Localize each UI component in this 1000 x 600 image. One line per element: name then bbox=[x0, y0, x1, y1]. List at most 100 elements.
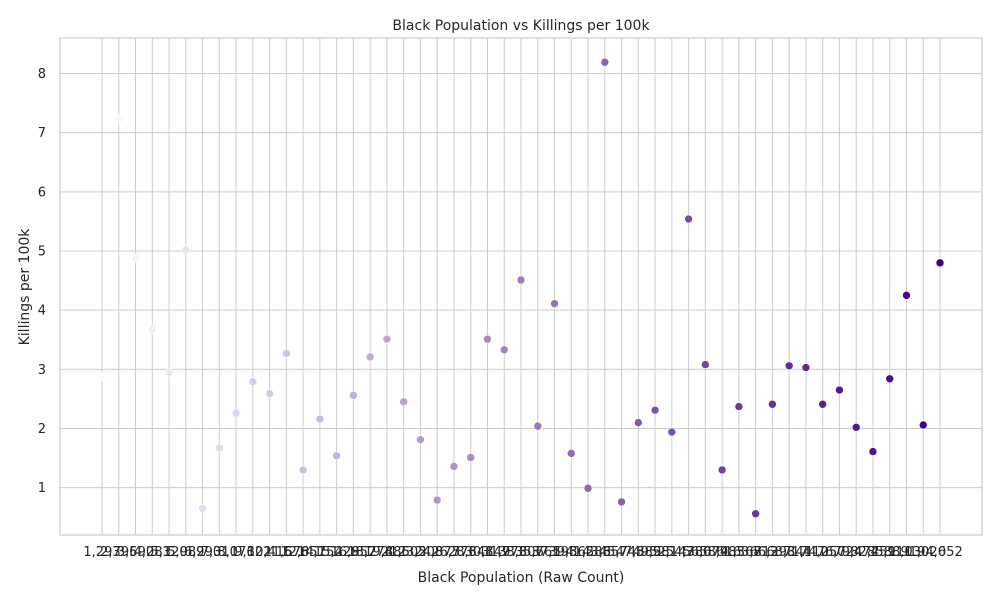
x-tick-label: 43,657 bbox=[582, 545, 628, 560]
x-tick-label: 12,857 bbox=[280, 545, 326, 560]
x-tick-label: 33,807 bbox=[498, 545, 544, 560]
data-point bbox=[617, 497, 626, 507]
y-tick-labels: 1 2 3 4 5 6 7 8 bbox=[38, 67, 46, 496]
data-point bbox=[349, 391, 358, 400]
data-point bbox=[432, 495, 442, 505]
data-point bbox=[399, 397, 408, 407]
data-point bbox=[600, 57, 610, 67]
x-tick-label: 18,274 bbox=[347, 545, 393, 560]
x-tick-label: 74,050 bbox=[800, 545, 846, 560]
data-point bbox=[198, 504, 207, 513]
data-point bbox=[365, 352, 375, 362]
x-tick-label: 4,283 bbox=[134, 545, 171, 560]
x-tick-label: 54,380 bbox=[666, 545, 712, 560]
data-point bbox=[315, 414, 325, 424]
x-tick-label: 19,886 bbox=[364, 545, 410, 560]
plot-frame bbox=[59, 37, 983, 536]
x-tick-label: 49,981 bbox=[632, 545, 678, 560]
x-tick-label: 41,588 bbox=[565, 545, 611, 560]
data-point bbox=[902, 291, 911, 300]
data-point bbox=[282, 349, 291, 358]
data-point bbox=[650, 405, 660, 415]
x-tick-label: 15,429 bbox=[314, 545, 360, 560]
x-tick-label: 6,290 bbox=[184, 545, 221, 560]
x-tick-label: 1,293 bbox=[83, 545, 120, 560]
data-point bbox=[499, 345, 509, 355]
x-tick-label: 30,147 bbox=[465, 545, 511, 560]
x-tick-label: 28,348 bbox=[448, 545, 494, 560]
x-tick-label: 5,120 bbox=[150, 545, 187, 560]
x-tick-label: 23,208 bbox=[398, 545, 444, 560]
x-tick-label: 63,813 bbox=[733, 545, 779, 560]
x-tick-label: 26,576 bbox=[431, 545, 477, 560]
x-tick-label: 66,293 bbox=[750, 545, 796, 560]
data-point bbox=[466, 453, 476, 462]
y-tick-label: 4 bbox=[38, 304, 46, 319]
data-point bbox=[147, 325, 157, 334]
x-tick-label: 91,026 bbox=[900, 545, 946, 560]
data-point bbox=[918, 420, 928, 430]
x-tick-labels: 1,2932,7963,5904,2835,1205,9896,2907,310… bbox=[83, 545, 962, 560]
data-point bbox=[181, 245, 191, 255]
data-point bbox=[332, 451, 341, 461]
data-point bbox=[935, 258, 945, 268]
grid-lines bbox=[60, 38, 982, 535]
x-tick-label: 3,590 bbox=[117, 545, 154, 560]
y-tick-label: 6 bbox=[38, 185, 46, 200]
data-point bbox=[483, 334, 492, 344]
data-point bbox=[516, 275, 526, 285]
data-point bbox=[583, 483, 593, 493]
data-point bbox=[868, 447, 878, 456]
data-point bbox=[164, 367, 174, 377]
data-point bbox=[533, 421, 543, 431]
x-tick-label: 39,562 bbox=[549, 545, 595, 560]
y-axis-label: Killings per 100k bbox=[17, 228, 33, 346]
data-point bbox=[818, 399, 827, 409]
data-point bbox=[265, 389, 274, 398]
x-tick-label: 14,152 bbox=[297, 545, 343, 560]
data-point bbox=[667, 427, 677, 437]
data-point bbox=[751, 509, 760, 519]
data-point bbox=[784, 361, 794, 371]
data-point bbox=[215, 443, 224, 453]
x-tick-label: 56,674 bbox=[683, 545, 729, 560]
x-tick-label: 35,661 bbox=[515, 545, 561, 560]
x-tick-label: 47,885 bbox=[616, 545, 662, 560]
x-tick-label: 2,796 bbox=[100, 545, 137, 560]
x-tick-label: 52,147 bbox=[649, 545, 695, 560]
y-tick-label: 7 bbox=[38, 126, 46, 141]
x-tick-label: 8,176 bbox=[217, 545, 254, 560]
x-tick-label: 16,857 bbox=[331, 545, 377, 560]
y-tick-label: 1 bbox=[38, 481, 46, 496]
x-tick-label: 9,322 bbox=[234, 545, 271, 560]
data-point bbox=[231, 408, 241, 418]
x-tick-label: 68,841 bbox=[766, 545, 812, 560]
x-tick-label: 37,598 bbox=[532, 545, 578, 560]
data-point bbox=[248, 377, 258, 387]
chart-title: Black Population vs Killings per 100k bbox=[392, 18, 650, 34]
data-point bbox=[382, 334, 392, 344]
x-axis-label: Black Population (Raw Count) bbox=[418, 570, 625, 586]
x-tick-label: 88,030 bbox=[884, 545, 930, 560]
data-point bbox=[851, 423, 861, 432]
data-point bbox=[114, 114, 124, 124]
data-point bbox=[801, 363, 811, 372]
data-points bbox=[97, 57, 945, 519]
data-point bbox=[734, 402, 744, 411]
y-tick-label: 2 bbox=[38, 422, 46, 437]
y-tick-label: 8 bbox=[38, 67, 46, 82]
data-point bbox=[449, 462, 459, 471]
x-tick-label: 61,367 bbox=[716, 545, 762, 560]
x-tick-label: 71,412 bbox=[783, 545, 829, 560]
data-point bbox=[717, 465, 727, 475]
data-point bbox=[684, 214, 693, 224]
data-point bbox=[885, 374, 895, 384]
data-point bbox=[835, 385, 844, 395]
x-tick-label: 7,310 bbox=[201, 545, 238, 560]
x-tick-label: 11,676 bbox=[264, 545, 310, 560]
x-tick-label: 24,877 bbox=[414, 545, 460, 560]
x-tick-label: 10,415 bbox=[247, 545, 293, 560]
x-tick-label: 58,985 bbox=[699, 545, 745, 560]
x-tick-label: 5,989 bbox=[167, 545, 204, 560]
